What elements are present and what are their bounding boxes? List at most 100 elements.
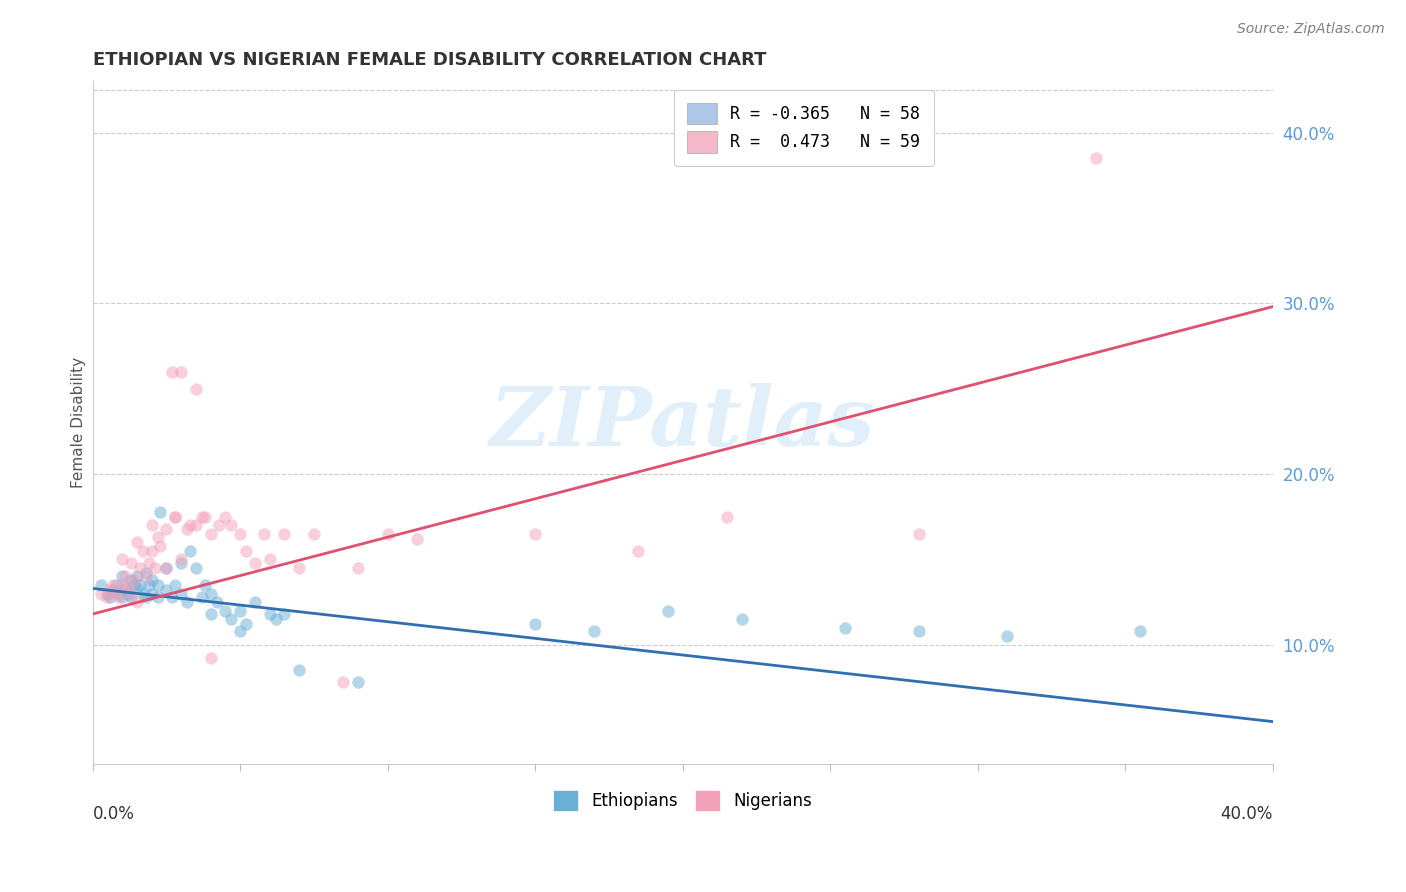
Point xyxy=(155,583,177,598)
Legend: Ethiopians, Nigerians: Ethiopians, Nigerians xyxy=(547,784,818,817)
Point xyxy=(165,578,187,592)
Point xyxy=(302,526,325,541)
Point xyxy=(995,629,1018,643)
Point xyxy=(90,578,112,592)
Text: Source: ZipAtlas.com: Source: ZipAtlas.com xyxy=(1237,22,1385,37)
Point xyxy=(834,621,856,635)
Point xyxy=(347,561,370,575)
Point xyxy=(273,607,295,621)
Point xyxy=(179,518,201,533)
Point xyxy=(288,664,311,678)
Point xyxy=(132,586,155,600)
Point xyxy=(259,552,281,566)
Point xyxy=(524,526,547,541)
Y-axis label: Female Disability: Female Disability xyxy=(72,357,86,489)
Point xyxy=(120,556,142,570)
Point xyxy=(406,532,429,546)
Point xyxy=(155,561,177,575)
Point xyxy=(146,578,169,592)
Point xyxy=(229,526,252,541)
Point xyxy=(191,590,214,604)
Point xyxy=(114,569,136,583)
Point xyxy=(273,526,295,541)
Point xyxy=(141,518,163,533)
Point xyxy=(229,624,252,639)
Point xyxy=(1084,151,1107,165)
Point xyxy=(138,578,160,592)
Point xyxy=(114,582,136,596)
Point xyxy=(105,586,128,600)
Point xyxy=(165,509,187,524)
Point xyxy=(200,526,222,541)
Point xyxy=(105,578,128,592)
Text: 0.0%: 0.0% xyxy=(93,805,135,823)
Point xyxy=(135,566,157,580)
Point xyxy=(259,607,281,621)
Point xyxy=(162,590,184,604)
Point xyxy=(347,675,370,690)
Point xyxy=(120,590,142,604)
Point xyxy=(214,604,236,618)
Point xyxy=(128,578,150,592)
Point xyxy=(117,582,139,596)
Point xyxy=(135,569,157,583)
Point xyxy=(162,365,184,379)
Point xyxy=(141,586,163,600)
Point xyxy=(117,586,139,600)
Point xyxy=(111,552,134,566)
Point xyxy=(200,607,222,621)
Point xyxy=(155,561,177,575)
Point xyxy=(146,590,169,604)
Point xyxy=(111,569,134,583)
Point xyxy=(229,604,252,618)
Point xyxy=(170,365,193,379)
Text: ZIPatlas: ZIPatlas xyxy=(489,383,876,463)
Point xyxy=(243,595,266,609)
Point xyxy=(103,583,125,598)
Point xyxy=(176,595,198,609)
Point xyxy=(377,526,399,541)
Point xyxy=(120,573,142,587)
Point xyxy=(288,561,311,575)
Point xyxy=(264,612,287,626)
Point xyxy=(184,382,207,396)
Point xyxy=(716,509,738,524)
Point xyxy=(170,552,193,566)
Point xyxy=(657,604,679,618)
Point xyxy=(141,544,163,558)
Point xyxy=(125,569,148,583)
Point xyxy=(128,561,150,575)
Point xyxy=(1129,624,1152,639)
Point xyxy=(191,509,214,524)
Point xyxy=(179,544,201,558)
Point xyxy=(524,617,547,632)
Point xyxy=(108,590,131,604)
Point xyxy=(907,526,929,541)
Point xyxy=(108,586,131,600)
Point xyxy=(208,518,231,533)
Point xyxy=(122,578,145,592)
Point xyxy=(155,522,177,536)
Text: 40.0%: 40.0% xyxy=(1220,805,1272,823)
Point xyxy=(205,595,228,609)
Point xyxy=(214,509,236,524)
Point xyxy=(583,624,606,639)
Point xyxy=(90,586,112,600)
Point xyxy=(103,578,125,592)
Point xyxy=(253,526,276,541)
Point xyxy=(170,586,193,600)
Point xyxy=(125,535,148,549)
Point xyxy=(235,544,257,558)
Point xyxy=(184,561,207,575)
Point xyxy=(184,518,207,533)
Point xyxy=(141,573,163,587)
Point xyxy=(219,518,242,533)
Point xyxy=(149,539,172,553)
Point xyxy=(730,612,752,626)
Point xyxy=(120,586,142,600)
Point xyxy=(111,578,134,592)
Point xyxy=(194,509,217,524)
Point xyxy=(146,530,169,544)
Point xyxy=(143,561,166,575)
Point xyxy=(170,556,193,570)
